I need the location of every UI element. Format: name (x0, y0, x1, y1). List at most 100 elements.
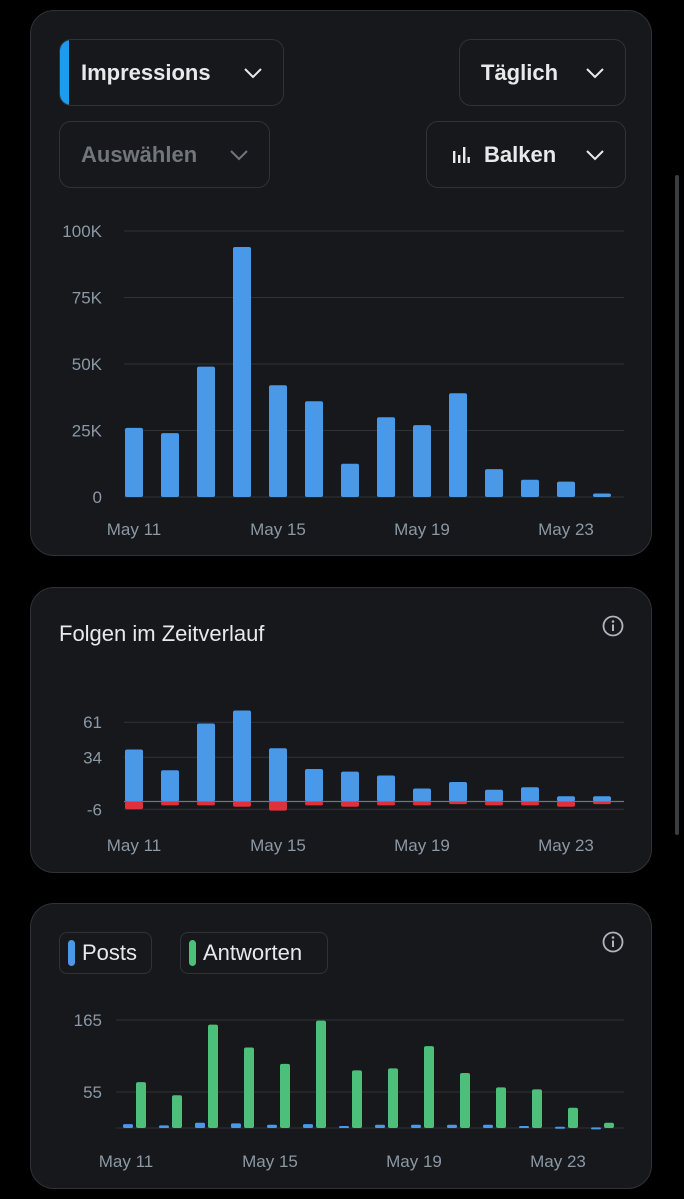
x-tick-label: May 15 (250, 520, 306, 539)
compare-dropdown-label: Auswählen (81, 141, 198, 167)
impressions-card: Impressions Täglich Auswählen Balken 0 25… (30, 10, 652, 556)
replies-bar (568, 1107, 578, 1128)
y-tick-label: -6 (87, 800, 102, 819)
chevron-down-icon (230, 149, 248, 160)
replies-bar (316, 1020, 326, 1128)
new-follows-bar (557, 796, 575, 802)
metric-dropdown[interactable]: Impressions (59, 39, 284, 106)
posts-color-swatch (68, 940, 75, 966)
posts-bar (411, 1124, 421, 1128)
replies-bar (460, 1073, 470, 1128)
y-tick-label: 25K (72, 422, 103, 441)
new-follows-bar (125, 749, 143, 802)
y-tick-label: 75K (72, 289, 103, 308)
legend-posts[interactable]: Posts (59, 932, 152, 974)
replies-bar (208, 1024, 218, 1128)
posts-replies-bar-chart: 55 165 May 11 May 15 May 19 May 23 (74, 1011, 624, 1171)
chart-type-dropdown[interactable]: Balken (426, 121, 626, 188)
posts-bar (339, 1126, 349, 1129)
new-follows-bar (449, 782, 467, 802)
compare-dropdown[interactable]: Auswählen (59, 121, 270, 188)
x-tick-label: May 23 (530, 1152, 586, 1171)
new-follows-bar (161, 770, 179, 802)
new-follows-bar (485, 789, 503, 802)
legend-posts-label: Posts (82, 940, 138, 965)
impressions-bar (377, 417, 395, 497)
chevron-down-icon (586, 67, 604, 78)
replies-bar (136, 1082, 146, 1128)
posts-bar (267, 1124, 277, 1128)
interval-dropdown[interactable]: Täglich (459, 39, 626, 106)
unfollows-bar (161, 801, 179, 806)
x-tick-label: May 23 (538, 836, 594, 855)
metric-dropdown-label: Impressions (81, 59, 211, 85)
new-follows-bar (377, 775, 395, 802)
replies-bar (352, 1070, 362, 1128)
replies-bar (496, 1087, 506, 1128)
unfollows-bar (269, 801, 287, 811)
follows-card-title: Folgen im Zeitverlauf (59, 621, 265, 646)
unfollows-bar (341, 801, 359, 807)
y-tick-label: 55 (83, 1083, 102, 1102)
new-follows-bar (521, 787, 539, 802)
chevron-down-icon (244, 67, 262, 78)
y-tick-label: 34 (83, 748, 102, 767)
x-tick-label: May 23 (538, 520, 594, 539)
unfollows-bar (125, 801, 143, 810)
posts-bar (591, 1127, 601, 1130)
x-tick-label: May 11 (107, 520, 162, 539)
scrollbar[interactable] (675, 175, 679, 835)
posts-bar (555, 1126, 565, 1129)
unfollows-bar (557, 801, 575, 807)
replies-color-swatch (189, 940, 196, 966)
x-tick-label: May 15 (250, 836, 306, 855)
posts-bar (195, 1122, 205, 1128)
unfollows-bar (485, 801, 503, 806)
posts-card: Posts Antworten 55 165 May 11 May 15 May 19 M… (30, 903, 652, 1189)
legend-replies[interactable]: Antworten (180, 932, 328, 974)
impressions-bar (413, 425, 431, 497)
posts-bar (159, 1125, 169, 1128)
x-tick-label: May 19 (386, 1152, 442, 1171)
impressions-bar (557, 481, 575, 497)
unfollows-bar (413, 801, 431, 806)
impressions-bar (449, 393, 467, 497)
y-tick-label: 0 (93, 488, 102, 507)
bar-chart-icon (453, 146, 470, 163)
x-tick-label: May 15 (242, 1152, 298, 1171)
impressions-bar (305, 401, 323, 497)
x-tick-label: May 19 (394, 836, 450, 855)
impressions-bar (593, 493, 611, 497)
new-follows-bar (593, 796, 611, 802)
info-icon[interactable] (602, 615, 624, 637)
impressions-bar (521, 479, 539, 497)
unfollows-bar (305, 801, 323, 806)
unfollows-bar (233, 801, 251, 807)
new-follows-bar (233, 710, 251, 802)
posts-bar (483, 1124, 493, 1128)
impressions-bar (341, 463, 359, 497)
replies-bar (532, 1089, 542, 1128)
follows-bar-chart: -6 34 61 May 11 May 15 May 19 May 23 (83, 710, 624, 855)
x-tick-label: May 11 (99, 1152, 154, 1171)
info-icon[interactable] (602, 931, 624, 953)
y-tick-label: 165 (74, 1011, 102, 1030)
interval-dropdown-label: Täglich (481, 59, 559, 85)
impressions-bar (269, 385, 287, 497)
follows-card: Folgen im Zeitverlauf -6 34 61 May 11 May 15… (30, 587, 652, 873)
y-tick-label: 100K (62, 222, 102, 241)
impressions-bar (485, 469, 503, 497)
replies-bar (280, 1063, 290, 1128)
y-tick-label: 50K (72, 355, 103, 374)
unfollows-bar (377, 801, 395, 806)
replies-bar (244, 1047, 254, 1128)
impressions-bar (233, 246, 251, 497)
replies-bar (424, 1046, 434, 1128)
posts-bar (231, 1123, 241, 1128)
x-tick-label: May 19 (394, 520, 450, 539)
legend-replies-label: Antworten (203, 940, 303, 965)
impressions-bar (161, 433, 179, 497)
metric-color-indicator (60, 40, 69, 105)
new-follows-bar (341, 771, 359, 802)
